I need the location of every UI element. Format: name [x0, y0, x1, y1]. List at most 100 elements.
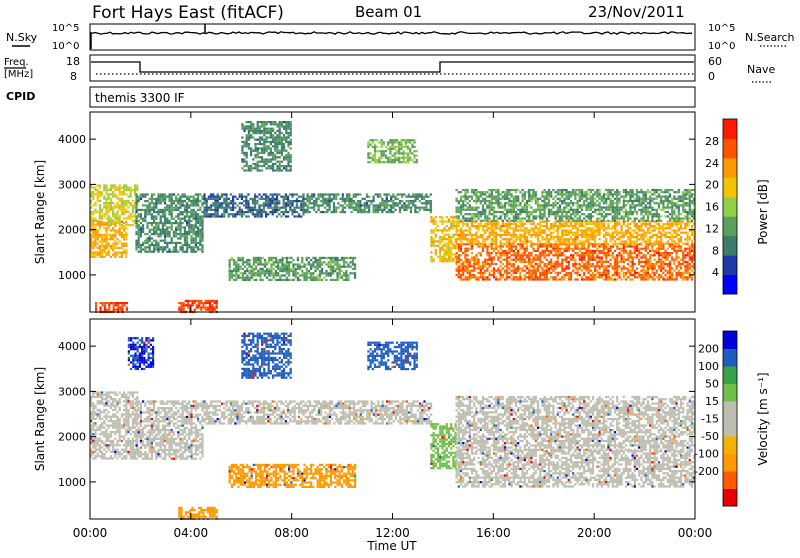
- power-cell: [552, 245, 554, 247]
- power-cell: [610, 221, 612, 223]
- power-cell: [149, 229, 151, 231]
- power-cell: [544, 209, 546, 211]
- power-cell: [495, 245, 497, 247]
- power-cell: [614, 274, 616, 276]
- power-cell: [478, 225, 480, 227]
- power-cell: [357, 209, 359, 211]
- power-cell: [99, 213, 101, 215]
- power-cell: [272, 198, 274, 200]
- power-cell: [345, 257, 347, 259]
- power-cell: [539, 211, 541, 213]
- power-cell: [678, 229, 680, 231]
- power-cell: [561, 270, 563, 272]
- power-cell: [110, 234, 112, 236]
- power-cell: [634, 250, 636, 252]
- power-cell: [343, 274, 345, 276]
- power-cell: [550, 272, 552, 274]
- power-cell: [568, 232, 570, 234]
- power-cell: [585, 240, 587, 242]
- power-cell: [288, 263, 290, 265]
- power-cell: [599, 276, 601, 278]
- power-region: [456, 221, 696, 245]
- power-cell: [574, 227, 576, 229]
- power-cell: [153, 215, 155, 217]
- power-cell: [684, 272, 686, 274]
- power-cell: [625, 232, 627, 234]
- power-cell: [105, 211, 107, 213]
- power-cell: [140, 229, 142, 231]
- power-cell: [344, 202, 346, 204]
- power-cell: [444, 258, 446, 260]
- power-cell: [212, 215, 214, 217]
- power-cell: [596, 254, 598, 256]
- power-cell: [486, 196, 488, 198]
- noise-right-tick-top: 10^5: [708, 23, 735, 34]
- power-cell: [539, 276, 541, 278]
- power-cell: [528, 270, 530, 272]
- power-cell: [550, 209, 552, 211]
- power-cell: [544, 250, 546, 252]
- power-cell: [258, 209, 260, 211]
- power-cell: [193, 248, 195, 250]
- power-cell: [112, 227, 114, 229]
- power-cell: [544, 198, 546, 200]
- power-cell: [182, 246, 184, 248]
- power-cell: [515, 204, 517, 206]
- power-cell: [232, 215, 234, 217]
- power-cell: [491, 227, 493, 229]
- power-cell: [228, 207, 230, 209]
- power-cell: [452, 243, 454, 245]
- power-cell: [130, 204, 132, 206]
- power-cell: [504, 193, 506, 195]
- power-cell: [343, 257, 345, 259]
- power-cell: [678, 245, 680, 247]
- power-cell: [182, 244, 184, 246]
- power-cell: [544, 263, 546, 265]
- power-cell: [203, 193, 205, 195]
- power-cell: [217, 196, 219, 198]
- power-cell: [665, 274, 667, 276]
- power-cell: [570, 236, 572, 238]
- power-cell: [502, 191, 504, 193]
- power-cell: [284, 270, 286, 272]
- power-cell: [254, 209, 256, 211]
- power-cell: [590, 243, 592, 245]
- power-cell: [484, 276, 486, 278]
- power-cell: [570, 243, 572, 245]
- power-cell: [140, 246, 142, 248]
- power-cell: [373, 204, 375, 206]
- power-cell: [99, 204, 101, 206]
- power-cell: [495, 196, 497, 198]
- power-cell: [130, 189, 132, 191]
- power-cell: [519, 225, 521, 227]
- power-cell: [533, 261, 535, 263]
- power-cell: [255, 272, 257, 274]
- power-cell: [634, 252, 636, 254]
- power-cell: [552, 204, 554, 206]
- power-cell: [605, 265, 607, 267]
- power-cell: [336, 263, 338, 265]
- power-cell: [195, 251, 197, 253]
- power-cell: [673, 250, 675, 252]
- power-cell: [157, 244, 159, 246]
- power-cell: [535, 274, 537, 276]
- power-cell: [544, 189, 546, 191]
- noise-sky-series: [92, 32, 692, 34]
- power-cell: [511, 211, 513, 213]
- power-cell: [123, 209, 125, 211]
- power-cell: [196, 300, 198, 302]
- power-cell: [408, 207, 410, 209]
- power-cell: [546, 204, 548, 206]
- power-cell: [654, 229, 656, 231]
- power-cell: [607, 278, 609, 280]
- power-cell: [288, 261, 290, 263]
- power-cell: [621, 278, 623, 280]
- power-cell: [629, 265, 631, 267]
- power-cell: [200, 302, 202, 304]
- power-cell: [599, 238, 601, 240]
- power-cell: [607, 261, 609, 263]
- power-cell: [638, 250, 640, 252]
- power-cell: [491, 189, 493, 191]
- power-cell: [103, 245, 105, 247]
- power-cell: [256, 211, 258, 213]
